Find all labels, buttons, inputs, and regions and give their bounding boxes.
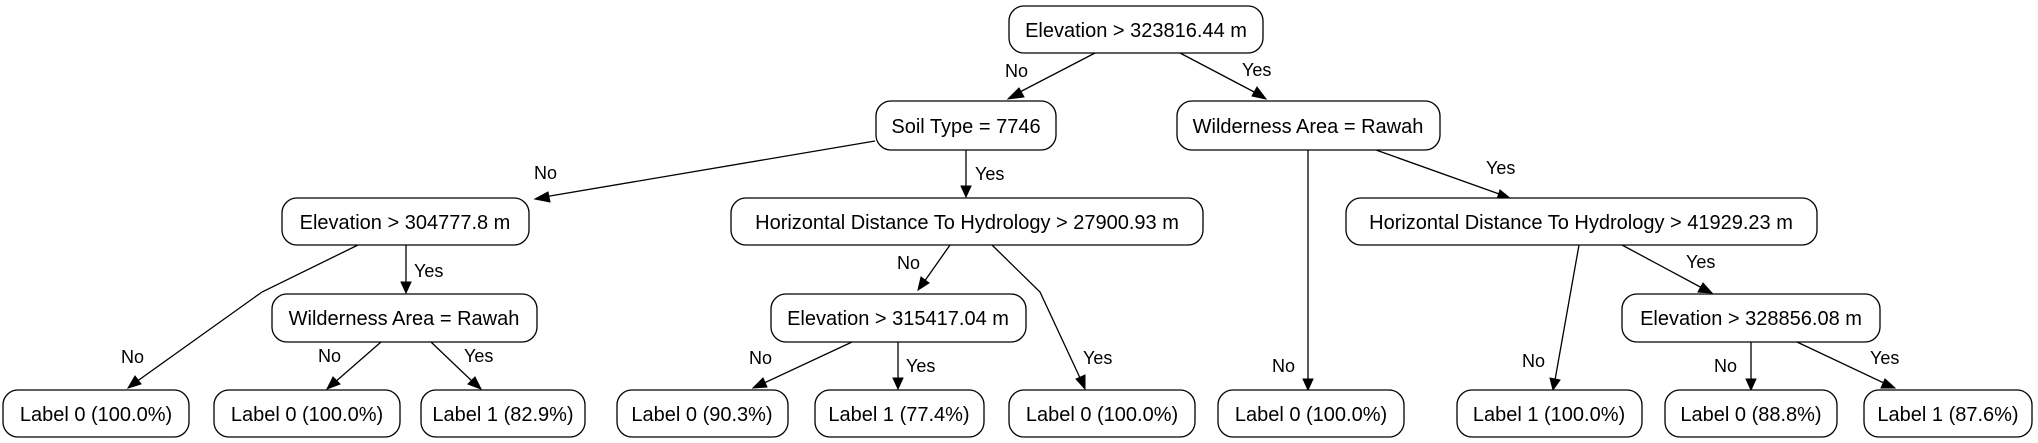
leaf-label: Label 0 (100.0%) bbox=[1026, 404, 1178, 426]
node-label: Elevation > 323816.44 m bbox=[1025, 20, 1247, 42]
edge-horizontal-distance-to-label bbox=[991, 244, 1086, 391]
edge-horizontal-distance-to-elevation bbox=[917, 244, 951, 292]
edge-root-to-soil-type bbox=[1006, 52, 1096, 100]
edge-label-no: No bbox=[1272, 356, 1295, 376]
edge-label-no: No bbox=[897, 253, 920, 273]
edge-label-yes: Yes bbox=[1686, 252, 1715, 272]
leaf-label: Label 1 (100.0%) bbox=[1473, 404, 1625, 426]
leaf-label: Label 1 (87.6%) bbox=[1877, 404, 2018, 426]
edge-root-to-wilderness-area bbox=[1179, 52, 1268, 100]
leaf-label: Label 0 (100.0%) bbox=[231, 404, 383, 426]
decision-node-elevation: Elevation > 315417.04 m bbox=[770, 293, 1027, 343]
decision-node-horizontal-distance-to-hydrology: Horizontal Distance To Hydrology > 41929… bbox=[1345, 197, 1818, 246]
leaf-node-label: Label 1 (77.4%) bbox=[814, 389, 985, 438]
edge-elevation-to-label bbox=[1745, 342, 1757, 392]
leaf-label: Label 0 (100.0%) bbox=[1235, 404, 1387, 426]
node-label: Elevation > 315417.04 m bbox=[787, 308, 1009, 330]
edge-label-yes: Yes bbox=[414, 261, 443, 281]
leaf-node-label: Label 0 (100.0%) bbox=[1008, 389, 1196, 438]
leaf-node-label: Label 1 (100.0%) bbox=[1456, 389, 1643, 438]
decision-node-wilderness-area: Wilderness Area = Rawah bbox=[271, 293, 538, 343]
edge-label-yes: Yes bbox=[1870, 348, 1899, 368]
edge-horizontal-distance-to-elevation bbox=[1621, 244, 1714, 294]
leaf-node-label: Label 0 (100.0%) bbox=[1217, 389, 1405, 438]
leaf-label: Label 0 (88.8%) bbox=[1680, 404, 1821, 426]
leaf-node-label: Label 0 (90.3%) bbox=[616, 389, 789, 438]
leaf-node-label: Label 0 (88.8%) bbox=[1664, 389, 1838, 438]
edge-horizontal-distance-to-label bbox=[1549, 244, 1580, 392]
edge-label-no: No bbox=[121, 347, 144, 367]
node-label: Soil Type = 7746 bbox=[891, 116, 1040, 138]
node-label: Elevation > 328856.08 m bbox=[1640, 308, 1862, 330]
edge-label-no: No bbox=[1005, 61, 1028, 81]
decision-node-soil-type: Soil Type = 7746 bbox=[875, 100, 1057, 151]
edge-label-no: No bbox=[318, 346, 341, 366]
edge-elevation-to-label bbox=[892, 342, 904, 391]
leaf-label: Label 0 (100.0%) bbox=[20, 404, 172, 426]
leaf-node-label: Label 1 (87.6%) bbox=[1863, 389, 2033, 438]
edge-label-no: No bbox=[534, 163, 557, 183]
edge-label-yes: Yes bbox=[975, 164, 1004, 184]
edge-label-yes: Yes bbox=[1486, 158, 1515, 178]
edge-elevation-to-label bbox=[1796, 341, 1897, 389]
leaf-label: Label 1 (82.9%) bbox=[432, 404, 573, 426]
edge-label-no: No bbox=[1714, 356, 1737, 376]
edge-elevation-to-label bbox=[126, 244, 359, 389]
edge-wilderness-area-to-label bbox=[430, 341, 483, 390]
edge-elevation-to-label bbox=[751, 341, 853, 389]
edge-elevation-to-wilderness-area bbox=[400, 245, 412, 295]
decision-node-elevation: Elevation > 328856.08 m bbox=[1621, 293, 1881, 343]
decision-node-elevation-root: Elevation > 323816.44 m bbox=[1008, 5, 1264, 54]
leaf-node-label: Label 1 (82.9%) bbox=[420, 389, 586, 438]
edge-label-no: No bbox=[749, 348, 772, 368]
edge-wilderness-area-to-label bbox=[325, 341, 382, 390]
edge-label-yes: Yes bbox=[1083, 348, 1112, 368]
node-label: Horizontal Distance To Hydrology > 27900… bbox=[755, 212, 1179, 234]
edge-soil-type-to-elevation bbox=[533, 140, 876, 203]
node-label: Wilderness Area = Rawah bbox=[289, 308, 520, 330]
node-label: Wilderness Area = Rawah bbox=[1193, 116, 1424, 138]
edge-label-yes: Yes bbox=[1242, 60, 1271, 80]
leaf-node-label: Label 0 (100.0%) bbox=[2, 389, 190, 438]
node-label: Horizontal Distance To Hydrology > 41929… bbox=[1369, 212, 1793, 234]
leaf-node-label: Label 0 (100.0%) bbox=[213, 389, 401, 438]
decision-node-wilderness-area: Wilderness Area = Rawah bbox=[1176, 100, 1441, 151]
edge-soil-type-to-horizontal-distance bbox=[960, 150, 972, 199]
decision-node-horizontal-distance-to-hydrology: Horizontal Distance To Hydrology > 27900… bbox=[730, 197, 1204, 246]
edge-label-no: No bbox=[1522, 351, 1545, 371]
edge-label-yes: Yes bbox=[906, 356, 935, 376]
decision-node-elevation: Elevation > 304777.8 m bbox=[281, 197, 530, 246]
leaf-label: Label 1 (77.4%) bbox=[828, 404, 969, 426]
node-label: Elevation > 304777.8 m bbox=[300, 212, 511, 234]
edge-label-yes: Yes bbox=[464, 346, 493, 366]
edge-wilderness-area-to-label bbox=[1302, 150, 1314, 392]
leaf-label: Label 0 (90.3%) bbox=[631, 404, 772, 426]
